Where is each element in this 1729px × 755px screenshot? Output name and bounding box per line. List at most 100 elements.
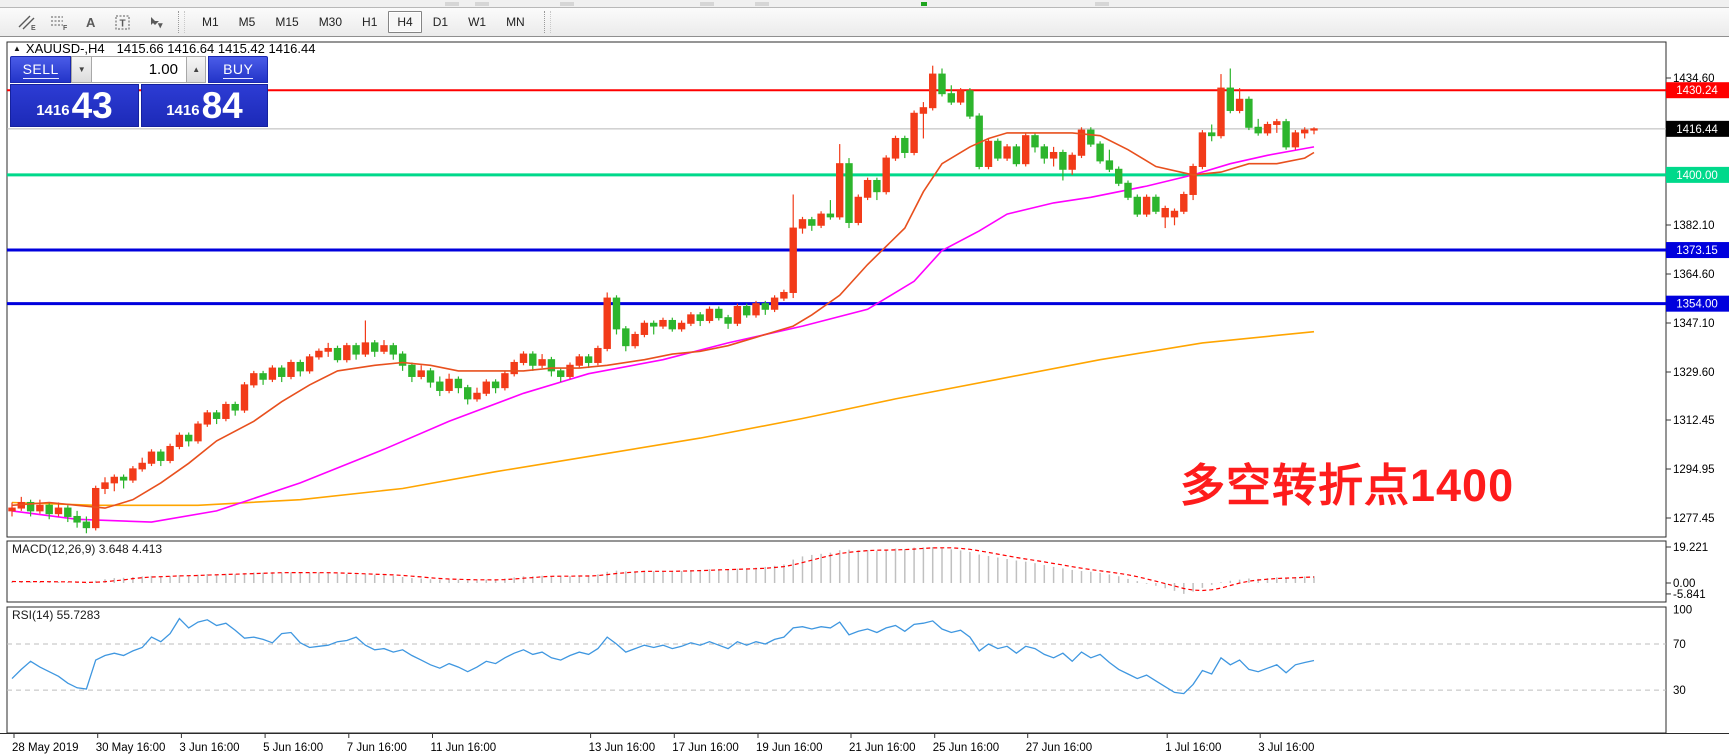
candle-body [278,367,286,377]
sell-price-small: 1416 [36,102,70,119]
price-badge [1666,295,1729,312]
toolbar-fragment [755,2,769,6]
candle-body [510,361,518,375]
candle-body [984,140,993,167]
buy-price-display[interactable]: 1416 84 [140,84,268,127]
candle-body [175,434,184,447]
volume-input[interactable] [91,56,186,83]
candle-body [436,381,444,391]
text-label-icon[interactable]: T [110,11,136,33]
candle-body [622,328,630,347]
toolbar-fragment [475,2,489,6]
candle-body [715,308,723,319]
time-tick-label: 7 Jun 16:00 [347,742,407,754]
ohlc-values: 1415.66 1416.64 1415.42 1416.44 [116,41,316,56]
candle-body [1115,168,1123,184]
volume-decrease-button[interactable]: ▼ [71,56,92,83]
candle-body [929,73,937,109]
price-badge [1666,166,1729,183]
candle-body [1291,132,1300,148]
candle-body [36,504,44,512]
time-tick-label: 13 Jun 16:00 [589,742,656,754]
fibonacci-icon[interactable]: F [46,11,72,33]
candle-body [966,90,974,117]
svg-text:F: F [63,25,68,31]
candle-body [594,347,602,363]
candle-body [956,90,965,103]
arrow-objects-icon[interactable]: ▾ [142,11,168,33]
candle-body [519,353,528,363]
candle-body [1012,146,1021,165]
price-tick-label: 1347.10 [1673,318,1715,330]
candle-body [110,476,118,484]
price-badge-label: 1430.24 [1676,85,1718,97]
candle-body [1310,128,1318,131]
candle-body [882,157,890,193]
price-tick-label: 1312.45 [1673,415,1715,427]
candle-body [947,93,955,103]
tf-button-M15[interactable]: M15 [275,15,299,29]
svg-text:E: E [31,25,36,31]
candle-body [677,322,686,330]
candle-body [491,381,500,389]
candle-body [501,373,509,389]
candle-body [138,462,146,470]
candle-body [938,73,946,95]
tf-button-H1[interactable]: H1 [362,15,378,29]
candle-body [1142,196,1151,215]
candle-body [529,353,537,366]
tf-button-MN[interactable]: MN [506,15,525,29]
candle-body [1235,98,1244,111]
candle-body [26,501,35,512]
volume-increase-button[interactable]: ▲ [185,56,207,83]
rsi-tick-label: 100 [1673,604,1692,616]
sell-price-big: 43 [71,85,113,126]
candle-body [464,387,472,400]
price-tick-label: 1382.10 [1673,220,1715,232]
candle-body [166,445,174,461]
candle-body [101,482,109,489]
time-tick-label: 17 Jun 16:00 [672,742,739,754]
tf-button-M1[interactable]: M1 [202,15,219,29]
panel-frame [6,540,1667,603]
candle-body [1040,146,1048,159]
panel-frame [6,606,1667,734]
candle-body [1301,129,1309,134]
candle-body [1198,132,1207,167]
price-badge [1666,242,1729,259]
tf-button-M30[interactable]: M30 [318,15,343,29]
tf-button-D1[interactable]: D1 [432,15,449,29]
candle-body [268,367,277,380]
sell-button[interactable]: SELL [10,56,72,83]
macd-signal-line [11,547,1315,592]
tf-button-M5[interactable]: M5 [238,15,256,29]
candle-body [752,303,760,316]
candle-body [203,412,212,425]
price-badge-label: 1416.44 [1676,124,1718,136]
toolbar-separator [178,11,185,33]
candle-body [557,370,565,377]
candle-body [1254,126,1262,134]
candle-body [863,179,872,198]
candle-body [1087,129,1095,145]
toolbar-separator [543,11,551,33]
tf-button-W1[interactable]: W1 [468,15,487,29]
candle-body [129,468,137,481]
text-icon[interactable]: A [78,11,104,33]
equidistant-channel-icon[interactable]: E [14,11,40,33]
macd-tick-label: 19.221 [1673,542,1708,554]
candle-body [566,364,574,377]
candle-body [1003,146,1011,159]
toolbar: E F A T ▾ M1 M5 M15 M30 H1 H4 D1 W1 MN [0,8,1729,37]
price-tick-label: 1434.60 [1673,73,1715,85]
buy-button[interactable]: BUY [208,56,268,83]
candle-body [743,305,751,316]
sell-price-display[interactable]: 1416 43 [10,84,139,127]
candle-body [1049,151,1058,159]
candle-body [212,412,221,419]
candle-body [305,356,314,372]
candle-body [398,353,407,366]
tf-button-H4[interactable]: H4 [388,11,422,33]
collapse-panel-arrow-icon[interactable]: ▲ [13,44,21,53]
